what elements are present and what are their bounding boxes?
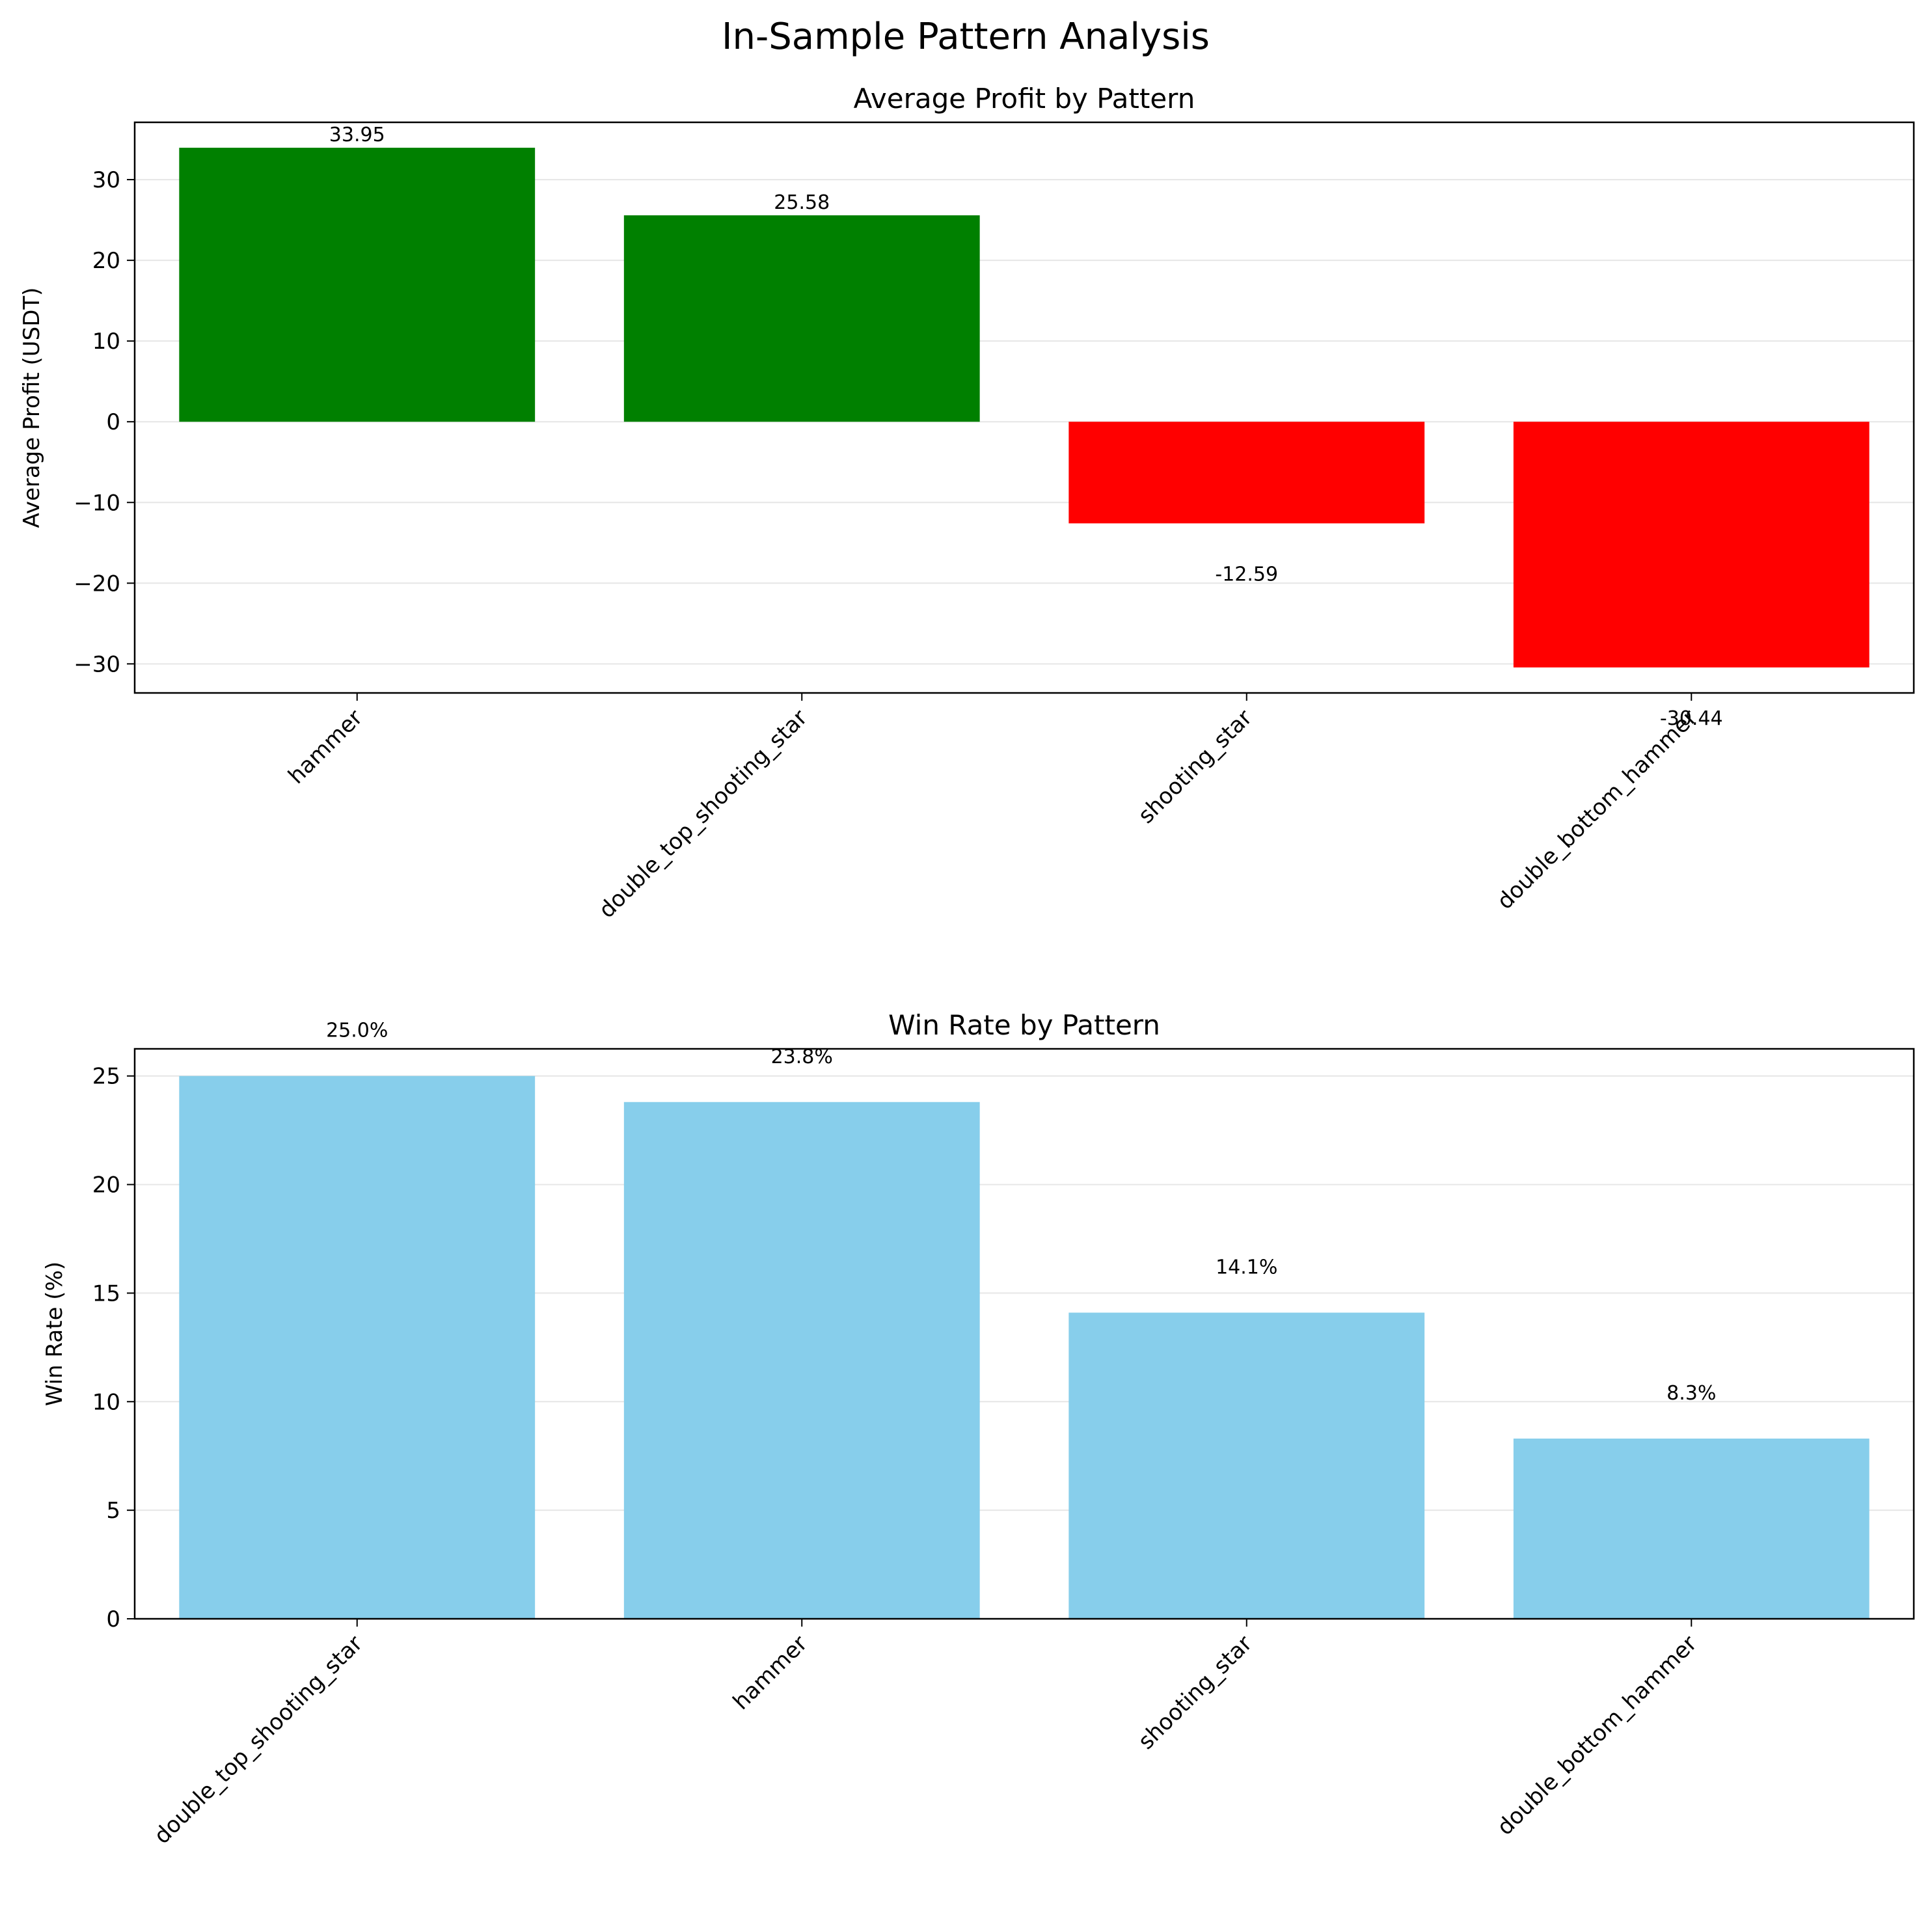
- winrate-bar-hammer: [623, 1102, 980, 1619]
- profit-xtick-label: double_bottom_hammer: [1492, 705, 1702, 915]
- winrate-ytick-label: 0: [106, 1606, 120, 1632]
- winrate-xtick-label: double_bottom_hammer: [1492, 1631, 1702, 1841]
- profit-ytick-label: 10: [92, 329, 120, 355]
- profit-value-label: -30.44: [1660, 707, 1723, 730]
- winrate-value-label: 14.1%: [1216, 1256, 1277, 1279]
- winrate-ytick-label: 10: [92, 1389, 120, 1415]
- winrate-ytick-label: 20: [92, 1172, 120, 1198]
- winrate-xtick-label: double_top_shooting_star: [149, 1631, 368, 1849]
- winrate-ytick-label: 15: [92, 1280, 120, 1306]
- figure-title: In-Sample Pattern Analysis: [722, 16, 1210, 58]
- profit-xtick-label: hammer: [283, 705, 368, 789]
- profit-ytick-label: 30: [92, 167, 120, 193]
- profit-value-label: 25.58: [774, 191, 830, 214]
- winrate-bar-shooting_star: [1068, 1312, 1425, 1619]
- profit-xtick-label: double_top_shooting_star: [594, 705, 813, 923]
- profit-xtick-label: shooting_star: [1133, 705, 1257, 829]
- profit-ytick-label: 20: [92, 248, 120, 274]
- winrate-bar-double_bottom_hammer: [1513, 1439, 1870, 1619]
- profit-value-label: 33.95: [329, 124, 385, 146]
- profit-value-label: -12.59: [1215, 563, 1278, 586]
- winrate-chart-title: Win Rate by Pattern: [888, 1009, 1160, 1041]
- winrate-ytick-label: 25: [92, 1064, 120, 1090]
- profit-ytick-label: −30: [74, 651, 120, 677]
- winrate-ytick-label: 5: [106, 1498, 120, 1524]
- profit-bar-hammer: [179, 148, 536, 422]
- profit-ytick-label: 0: [106, 409, 120, 435]
- winrate-y-axis-label: Win Rate (%): [42, 1262, 68, 1406]
- profit-ytick-label: −20: [74, 571, 120, 597]
- profit-axes-frame: [133, 121, 1915, 694]
- winrate-xtick-label: hammer: [728, 1631, 813, 1715]
- profit-bar-double_top_shooting_star: [623, 215, 980, 422]
- winrate-bar-double_top_shooting_star: [179, 1076, 536, 1619]
- profit-chart-title: Average Profit by Pattern: [854, 83, 1195, 115]
- win-rate-chart: 252015105025.0%double_top_shooting_star2…: [42, 1009, 1915, 1849]
- winrate-value-label: 8.3%: [1667, 1382, 1716, 1405]
- winrate-xtick-label: shooting_star: [1133, 1631, 1257, 1755]
- winrate-value-label: 25.0%: [326, 1020, 388, 1042]
- profit-bar-shooting_star: [1068, 422, 1425, 524]
- winrate-axes-frame: [133, 1048, 1915, 1620]
- profit-bar-double_bottom_hammer: [1513, 422, 1870, 668]
- profit-ytick-label: −10: [74, 490, 120, 516]
- profit-y-axis-label: Average Profit (USDT): [19, 288, 45, 528]
- average-profit-chart: 30 20 10 0 −10 −20 −30 33.95 hammer 25.58 double_t…: [19, 83, 1915, 923]
